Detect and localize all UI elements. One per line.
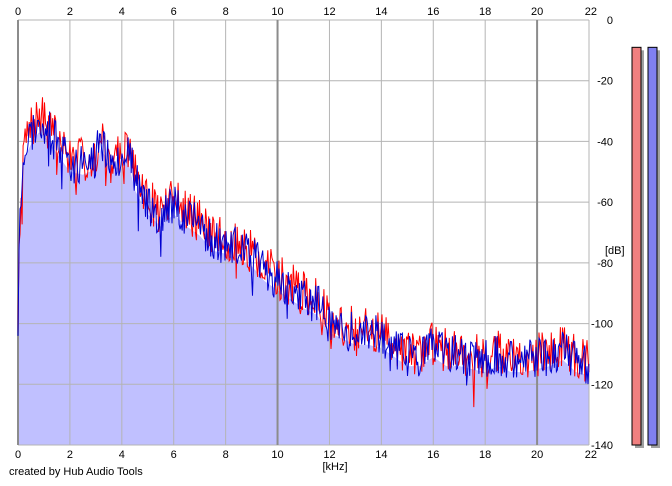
x-tick-label-top-7: 14	[375, 6, 387, 18]
series-line-0	[17, 97, 590, 408]
x-tick-label-top-10: 20	[531, 6, 543, 18]
spectrum-area	[18, 132, 589, 445]
x-tick-label-top-5: 10	[271, 6, 283, 18]
x-tick-label-bottom-2: 4	[119, 449, 125, 461]
x-tick-label-top-3: 6	[171, 6, 177, 18]
y-tick-label-0: 0	[607, 15, 613, 27]
x-tick-label-bottom-1: 2	[67, 449, 73, 461]
y-tick-label-3: -60	[597, 197, 613, 209]
x-tick-label-bottom-10: 20	[531, 449, 543, 461]
grid-layer	[17, 19, 590, 446]
x-tick-label-top-6: 12	[323, 6, 335, 18]
x-tick-label-top-9: 18	[479, 6, 491, 18]
x-tick-label-bottom-4: 8	[223, 449, 229, 461]
y-tick-label-6: -120	[591, 379, 613, 391]
series-layer	[17, 97, 590, 408]
x-axis-unit-label: [kHz]	[322, 461, 347, 473]
level-meter-0	[631, 46, 642, 446]
y-tick-label-7: -140	[591, 440, 613, 452]
x-tick-label-top-4: 8	[223, 6, 229, 18]
spectrum-fill-layer	[18, 132, 589, 445]
x-tick-label-bottom-5: 10	[271, 449, 283, 461]
x-tick-label-top-1: 2	[67, 6, 73, 18]
x-tick-label-bottom-0: 0	[15, 449, 21, 461]
y-tick-labels: 0 -20 -40 -60 -80 -100 -120 -140	[591, 15, 613, 452]
x-tick-label-bottom-3: 6	[171, 449, 177, 461]
y-axis-unit-label: [dB]	[605, 245, 625, 257]
x-tick-label-top-11: 22	[585, 6, 597, 18]
x-tick-label-top-8: 16	[427, 6, 439, 18]
x-tick-label-bottom-8: 16	[427, 449, 439, 461]
x-tick-label-bottom-6: 12	[323, 449, 335, 461]
y-tick-label-5: -100	[591, 319, 613, 331]
x-tick-label-bottom-11: 22	[585, 449, 597, 461]
x-tick-label-top-0: 0	[15, 6, 21, 18]
x-tick-label-bottom-9: 18	[479, 449, 491, 461]
level-meter-1	[647, 46, 658, 446]
y-tick-label-4: -80	[597, 258, 613, 270]
y-tick-label-2: -40	[597, 136, 613, 148]
y-tick-label-1: -20	[597, 76, 613, 88]
series-line-1	[17, 111, 590, 386]
x-tick-label-top-2: 4	[119, 6, 125, 18]
credit-text: created by Hub Audio Tools	[9, 466, 143, 478]
x-tick-label-bottom-7: 14	[375, 449, 387, 461]
level-meters	[631, 46, 660, 448]
